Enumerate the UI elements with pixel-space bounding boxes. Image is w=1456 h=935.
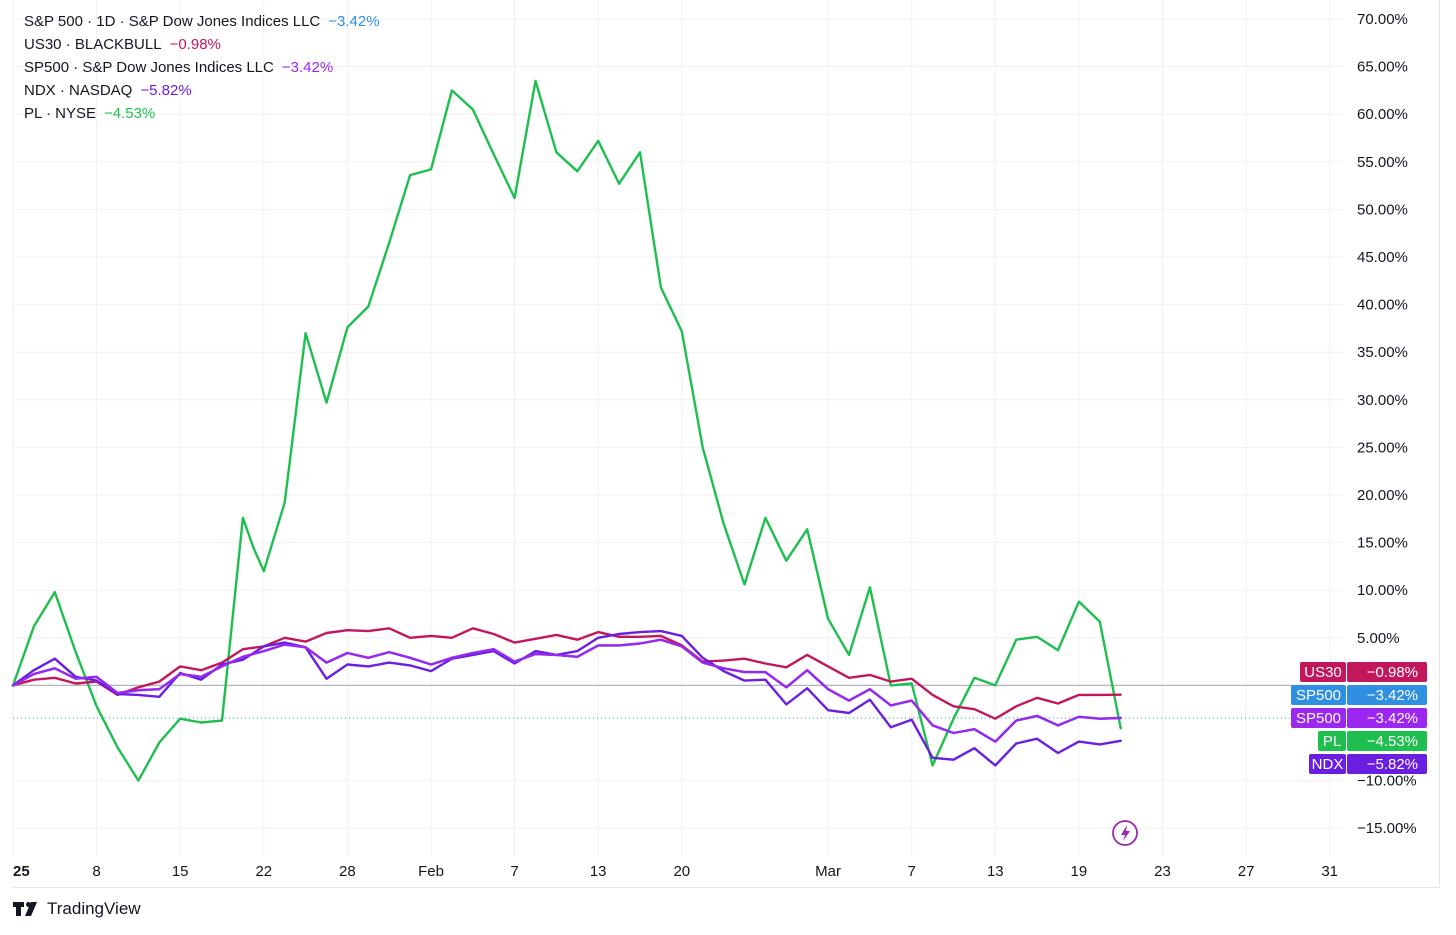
last-value-text: −0.98% bbox=[1367, 664, 1418, 681]
legend-row-sp500[interactable]: SP500 · S&P Dow Jones Indices LLC −3.42% bbox=[24, 56, 380, 79]
last-value-text: −3.42% bbox=[1367, 710, 1418, 727]
x-tick-label: 7 bbox=[908, 863, 916, 880]
x-tick-label: 28 bbox=[339, 863, 356, 880]
x-tick-label: 25 bbox=[13, 863, 30, 880]
x-tick-label: 7 bbox=[510, 863, 518, 880]
x-tick-label: 13 bbox=[987, 863, 1004, 880]
last-value-text: −5.82% bbox=[1367, 756, 1418, 773]
y-tick-label: 25.00% bbox=[1357, 439, 1408, 456]
last-value-text: −4.53% bbox=[1367, 733, 1418, 750]
chart-frame bbox=[12, 0, 1440, 888]
last-value-name: SP500 bbox=[1296, 710, 1341, 727]
y-tick-label: 50.00% bbox=[1357, 201, 1408, 218]
last-value-tag bbox=[1347, 685, 1427, 705]
legend-symbol: SP500 · S&P Dow Jones Indices LLC bbox=[24, 59, 274, 76]
y-tick-label: 10.00% bbox=[1357, 582, 1408, 599]
x-tick-label: 8 bbox=[92, 863, 100, 880]
last-value-name-tag bbox=[1291, 685, 1346, 705]
legend-symbol: PL · NYSE bbox=[24, 105, 96, 122]
tradingview-branding[interactable]: TradingView bbox=[13, 899, 141, 919]
x-tick-label: 13 bbox=[590, 863, 607, 880]
last-value-name-tag bbox=[1309, 754, 1346, 774]
legend-row-sp500-1d[interactable]: S&P 500 · 1D · S&P Dow Jones Indices LLC… bbox=[24, 10, 380, 33]
series-line-us30 bbox=[11, 627, 1122, 720]
last-value-name: NDX bbox=[1312, 756, 1344, 773]
last-value-name-tag bbox=[1291, 708, 1346, 728]
x-tick-label: 19 bbox=[1071, 863, 1088, 880]
last-value-tag bbox=[1347, 754, 1427, 774]
series-line-sp500-s-p-500- bbox=[11, 638, 1122, 743]
legend-row-us30[interactable]: US30 · BLACKBULL −0.98% bbox=[24, 33, 380, 56]
x-tick-label: 20 bbox=[673, 863, 690, 880]
x-tick-label: 31 bbox=[1321, 863, 1338, 880]
x-tick-label: Mar bbox=[815, 863, 841, 880]
x-tick-label: Feb bbox=[418, 863, 444, 880]
series-line-ndx bbox=[11, 629, 1122, 767]
legend-row-pl[interactable]: PL · NYSE −4.53% bbox=[24, 102, 380, 125]
x-tick-label: 27 bbox=[1238, 863, 1255, 880]
y-tick-label: −15.00% bbox=[1357, 820, 1417, 837]
last-value-name-tag bbox=[1300, 662, 1346, 682]
legend-symbol: NDX · NASDAQ bbox=[24, 82, 133, 99]
y-tick-label: 35.00% bbox=[1357, 344, 1408, 361]
legend-symbol: S&P 500 · 1D · S&P Dow Jones Indices LLC bbox=[24, 13, 321, 30]
legend-change: −3.42% bbox=[281, 59, 334, 76]
legend-row-ndx[interactable]: NDX · NASDAQ −5.82% bbox=[24, 79, 380, 102]
series-line-pl bbox=[11, 79, 1122, 782]
legend-change: −5.82% bbox=[140, 82, 192, 99]
y-tick-label: 5.00% bbox=[1357, 630, 1400, 647]
legend-symbol: US30 · BLACKBULL bbox=[24, 36, 162, 53]
last-value-name: PL bbox=[1323, 733, 1341, 750]
y-tick-label: 15.00% bbox=[1357, 535, 1408, 552]
y-tick-label: 55.00% bbox=[1357, 154, 1408, 171]
y-tick-label: −10.00% bbox=[1357, 773, 1417, 790]
last-value-text: −3.42% bbox=[1367, 687, 1418, 704]
y-tick-label: 45.00% bbox=[1357, 249, 1408, 266]
y-tick-label: 70.00% bbox=[1357, 11, 1408, 28]
y-tick-label: 40.00% bbox=[1357, 297, 1408, 314]
last-value-name: SP500 bbox=[1296, 687, 1341, 704]
last-value-tag bbox=[1347, 662, 1427, 682]
last-value-name-tag bbox=[1318, 731, 1346, 751]
x-tick-label: 15 bbox=[172, 863, 189, 880]
y-tick-label: 20.00% bbox=[1357, 487, 1408, 504]
last-value-name: US30 bbox=[1304, 664, 1342, 681]
y-tick-label: 60.00% bbox=[1357, 106, 1408, 123]
tradingview-name: TradingView bbox=[47, 899, 141, 918]
y-tick-label: 30.00% bbox=[1357, 392, 1408, 409]
y-tick-label: 65.00% bbox=[1357, 59, 1408, 76]
lightning-icon[interactable] bbox=[1112, 820, 1138, 846]
legend-change: −0.98% bbox=[169, 36, 221, 53]
legend: S&P 500 · 1D · S&P Dow Jones Indices LLC… bbox=[24, 10, 380, 125]
last-value-tag bbox=[1347, 708, 1427, 728]
x-tick-label: 23 bbox=[1154, 863, 1171, 880]
tradingview-logo-icon bbox=[13, 902, 37, 916]
legend-change: −3.42% bbox=[328, 13, 380, 30]
last-value-tag bbox=[1347, 731, 1427, 751]
x-tick-label: 22 bbox=[255, 863, 272, 880]
legend-change: −4.53% bbox=[103, 105, 156, 122]
